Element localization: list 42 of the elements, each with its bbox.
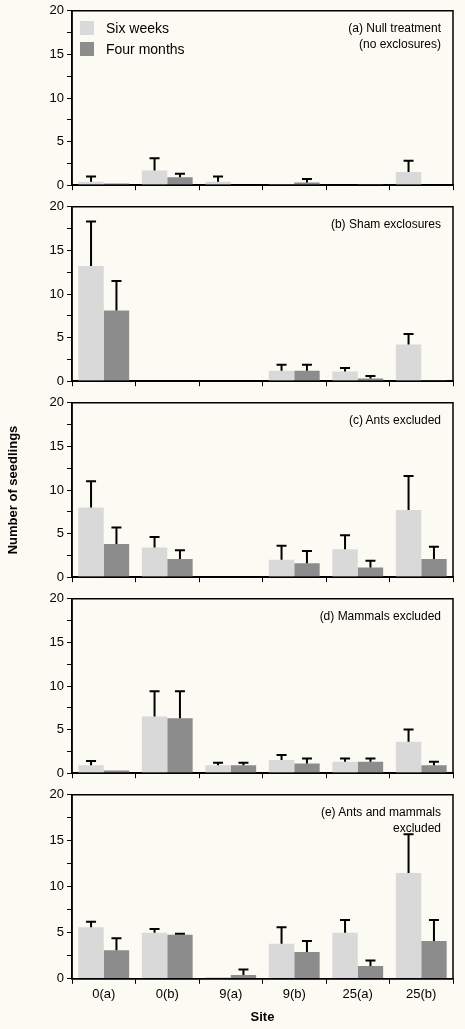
x-tick-label: 0(b) <box>155 986 179 1002</box>
y-tick-label: 0 <box>56 176 64 192</box>
y-tick-label: 0 <box>56 970 64 986</box>
y-tick-label: 20 <box>49 590 64 606</box>
y-tick-label: 10 <box>49 481 64 497</box>
x-tick-label: 9(b) <box>282 986 306 1002</box>
x-tick-label: 25(a) <box>342 986 373 1002</box>
y-tick-label: 15 <box>49 633 64 649</box>
y-tick-label: 15 <box>49 832 64 848</box>
y-tick-label: 0 <box>56 568 64 584</box>
y-tick-label: 5 <box>56 924 64 940</box>
y-tick-label: 15 <box>49 241 64 257</box>
y-tick-label: 15 <box>49 437 64 453</box>
y-tick-label: 20 <box>49 198 64 214</box>
y-tick-label: 10 <box>49 89 64 105</box>
y-tick-label: 15 <box>49 45 64 61</box>
annotation: (c) Ants excluded <box>348 413 441 428</box>
y-tick-label: 0 <box>56 372 64 388</box>
annotation: excluded <box>392 821 441 836</box>
y-tick-label: 5 <box>56 133 64 149</box>
y-axis-title: Number of seedlings <box>5 425 21 555</box>
y-tick-label: 10 <box>49 285 64 301</box>
annotation: (e) Ants and mammals <box>320 805 441 820</box>
y-tick-label: 20 <box>49 786 64 802</box>
y-tick-label: 20 <box>49 2 64 18</box>
y-tick-label: 5 <box>56 721 64 737</box>
legend-label: Six weeks <box>106 20 170 36</box>
x-tick-label: 25(b) <box>406 986 437 1002</box>
y-tick-label: 0 <box>56 764 64 780</box>
annotation: (d) Mammals excluded <box>319 609 441 624</box>
y-tick-label: 5 <box>56 329 64 345</box>
y-tick-label: 20 <box>49 394 64 410</box>
y-tick-label: 10 <box>49 677 64 693</box>
y-tick-label: 5 <box>56 525 64 541</box>
x-tick-label: 0(a) <box>92 986 116 1002</box>
legend-label: Four months <box>106 41 185 57</box>
y-tick-label: 10 <box>49 878 64 894</box>
x-axis-title: Site <box>250 1008 275 1024</box>
annotation: (no exclosures) <box>358 37 441 52</box>
annotation: (a) Null treatment <box>348 21 442 36</box>
annotation: (b) Sham exclosures <box>330 217 441 232</box>
x-tick-label: 9(a) <box>219 986 243 1002</box>
